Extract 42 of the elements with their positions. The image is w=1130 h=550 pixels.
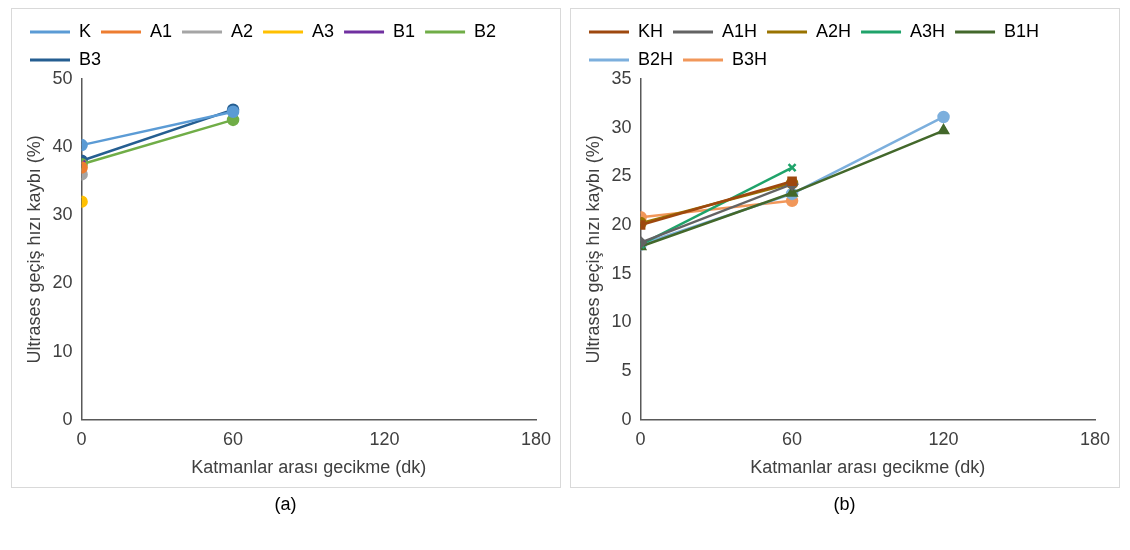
x-tick-label: 120	[928, 428, 959, 449]
y-tick-label: 10	[52, 340, 73, 361]
x-axis-title: Katmanlar arası gecikme (dk)	[749, 457, 985, 478]
x-tick-label: 180	[520, 428, 551, 449]
y-tick-label: 30	[52, 204, 73, 225]
legend-label: B2H	[637, 48, 673, 69]
y-axis-title: Ultrases geçiş hızı kaybı (%)	[582, 135, 603, 364]
legend-label: K	[78, 20, 91, 41]
legend-label: A2	[230, 20, 253, 41]
legend-label: A2H	[815, 20, 851, 41]
legend-label: A3H	[909, 20, 945, 41]
text: (b)	[833, 494, 856, 515]
y-tick-label: 0	[621, 408, 632, 429]
y-tick-label: 20	[52, 272, 73, 293]
x-tick-label: 180	[1079, 428, 1110, 449]
y-tick-label: 35	[611, 67, 632, 88]
x-tick-label: 120	[369, 428, 400, 449]
legend-label: A1	[149, 20, 172, 41]
legend-label: KH	[637, 20, 663, 41]
x-axis-title: Katmanlar arası gecikme (dk)	[190, 457, 426, 478]
x-tick-label: 0	[76, 428, 87, 449]
legend-label: B3	[78, 48, 101, 69]
y-tick-label: 15	[611, 262, 632, 283]
y-tick-label: 10	[611, 311, 632, 332]
x-tick-label: 0	[635, 428, 646, 449]
y-tick-label: 30	[611, 116, 632, 137]
text: (a)	[274, 494, 297, 515]
y-tick-label: 40	[52, 136, 73, 157]
y-tick-label: 20	[611, 214, 632, 235]
legend-label: B2	[473, 20, 496, 41]
x-tick-label: 60	[222, 428, 243, 449]
y-tick-label: 25	[611, 165, 632, 186]
y-tick-label: 50	[52, 67, 73, 88]
legend-label: B1H	[1003, 20, 1039, 41]
legend-label: A3	[311, 20, 334, 41]
y-tick-label: 0	[62, 408, 73, 429]
legend-label: B1	[392, 20, 415, 41]
legend-label: B3H	[731, 48, 767, 69]
legend-label: A1H	[721, 20, 757, 41]
x-tick-label: 60	[781, 428, 802, 449]
y-axis-title: Ultrases geçiş hızı kaybı (%)	[23, 135, 44, 364]
y-tick-label: 5	[621, 360, 632, 381]
